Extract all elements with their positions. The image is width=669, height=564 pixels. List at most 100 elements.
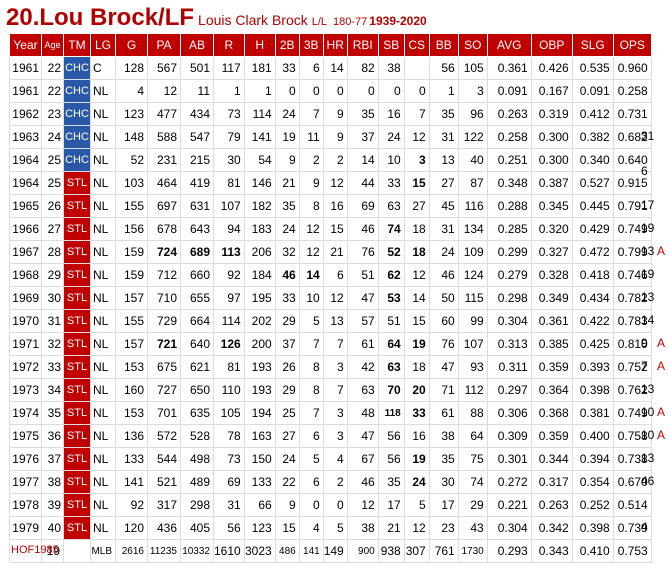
cell-ab: 664 [180,309,214,333]
cell-bb: 23 [428,516,459,540]
column-header-cs: CS [403,33,430,57]
cell-ab: 498 [180,447,214,471]
cell-avg: 0.263 [486,102,532,126]
cell-lg: NL [90,424,116,448]
cell-h: 182 [243,194,276,218]
cell-year: 1961 [9,56,42,80]
cell-obp: 0.349 [530,286,573,310]
cell-year: 1963 [9,125,42,149]
cell-slg: 0.535 [571,56,614,80]
cell-tm: STL [63,332,91,356]
cell-lg: NL [90,148,116,172]
cell-sb: 24 [377,125,405,149]
cell-year: 1964 [9,171,42,195]
cell-age: 24 [41,125,64,149]
cell-h: 194 [243,401,276,425]
cell-t: 0 [298,79,324,103]
cell-lg: NL [90,194,116,218]
cell-g: 148 [115,125,148,149]
cell-bb: 61 [428,401,459,425]
cell-obp: 0.359 [530,424,573,448]
table-row: 1968 29 STL NL 159 712 660 92 184 46 14 6 51 62 12 46 12… [9,263,652,287]
cell-so: 64 [457,424,488,448]
cell-r: 69 [213,470,245,494]
cell-ops: 0.670 [612,470,652,494]
cell-tm: STL [63,286,91,310]
height-weight: 180-77 [333,16,368,28]
cell-so: 88 [457,401,488,425]
cell-ops: 0.258 [612,79,652,103]
cell-sb: 52 [377,240,405,264]
cell-tm: CHC [63,56,91,80]
cell-r: 97 [213,286,245,310]
cell-pa: 678 [147,217,181,241]
cell-pa: 712 [147,263,181,287]
cell-cs: 18 [403,217,430,241]
cell-tm: STL [63,217,91,241]
cell-bb: 47 [428,355,459,379]
cell-pa: 675 [147,355,181,379]
cell-avg: 0.306 [486,401,532,425]
cell-so: 109 [457,240,488,264]
cell-hr: 2 [322,148,348,172]
cell-rbi: 0 [346,79,379,103]
cell-bb: 27 [428,171,459,195]
cell-tm: STL [63,378,91,402]
cell-r: 117 [213,56,245,80]
cell-r: 78 [213,424,245,448]
total-tm [63,539,91,563]
cell-lg: NL [90,102,116,126]
cell-cs [403,56,430,80]
stats-table: Year Age TM LG G PA AB R H 2B 3B HR RBI SB CS BB SO AVG OB… [9,33,652,563]
total-bb: 761 [428,539,459,563]
cell-slg: 0.472 [571,240,614,264]
cell-r: 79 [213,125,245,149]
cell-cs: 27 [403,194,430,218]
cell-age: 31 [41,309,64,333]
total-so: 1730 [457,539,488,563]
cell-d: 22 [274,470,300,494]
cell-g: 123 [115,102,148,126]
side-rank: 14 [641,313,655,327]
cell-hr: 3 [322,424,348,448]
cell-ab: 528 [180,424,214,448]
cell-avg: 0.258 [486,125,532,149]
side-allstar-mark: A [657,428,666,442]
cell-so: 29 [457,493,488,517]
life-years: 1939-2020 [369,14,427,28]
table-row: 1964 25 STL NL 103 464 419 81 146 21 9 12 44 33 15 27 87… [9,171,652,195]
cell-h: 184 [243,263,276,287]
cell-ops: 0.783 [612,309,652,333]
cell-rbi: 57 [346,309,379,333]
cell-g: 155 [115,194,148,218]
cell-sb: 63 [377,355,405,379]
side-allstar-mark: A [657,405,666,419]
cell-obp: 0.300 [530,125,573,149]
side-rank: 9 [641,336,648,350]
cell-ops: 0.762 [612,378,652,402]
total-ops: 0.753 [612,539,652,563]
cell-so: 107 [457,332,488,356]
table-row: 1962 23 CHC NL 123 477 434 73 114 24 7 9 35 16 7 35 96 0.… [9,102,652,126]
cell-age: 38 [41,470,64,494]
cell-obp: 0.387 [530,171,573,195]
cell-t: 5 [298,309,324,333]
cell-obp: 0.317 [530,470,573,494]
cell-rbi: 51 [346,263,379,287]
cell-bb: 76 [428,332,459,356]
column-header-lg: LG [90,33,116,57]
cell-h: 54 [243,148,276,172]
cell-g: 120 [115,516,148,540]
cell-age: 35 [41,401,64,425]
cell-so: 75 [457,447,488,471]
cell-cs: 16 [403,424,430,448]
cell-obp: 0.345 [530,194,573,218]
cell-rbi: 46 [346,470,379,494]
cell-tm: STL [63,424,91,448]
cell-t: 0 [298,493,324,517]
cell-sb: 70 [377,378,405,402]
cell-bb: 50 [428,286,459,310]
cell-year: 1964 [9,148,42,172]
cell-d: 37 [274,332,300,356]
cell-sb: 35 [377,470,405,494]
